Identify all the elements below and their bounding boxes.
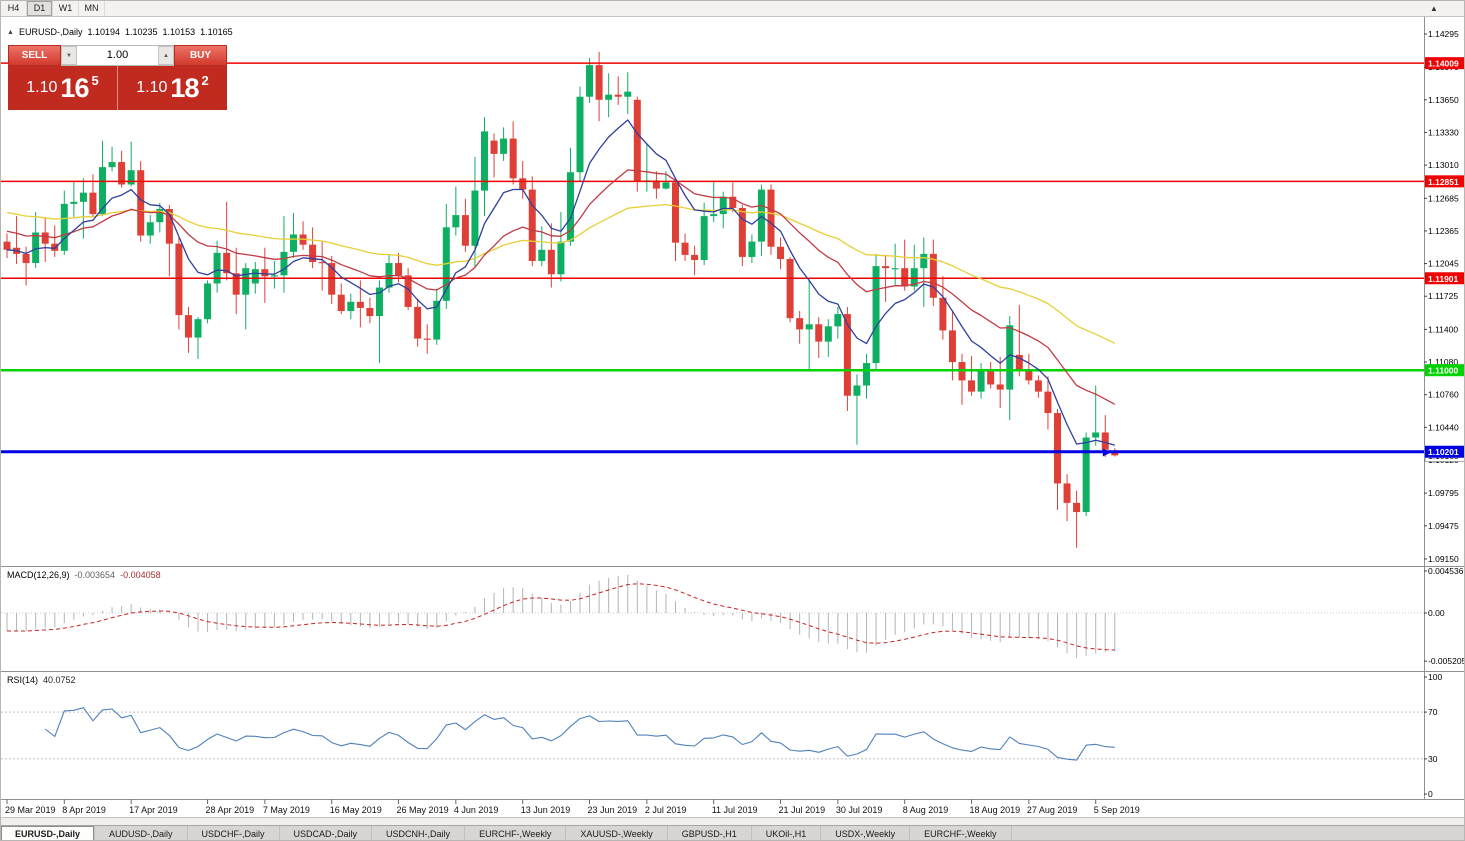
- svg-text:1.12365: 1.12365: [1428, 226, 1459, 236]
- svg-text:-0.005205: -0.005205: [1428, 656, 1465, 666]
- svg-text:1.13010: 1.13010: [1428, 160, 1459, 170]
- chart-shift-marker-icon[interactable]: ▲: [1430, 4, 1438, 13]
- svg-text:11 Jul 2019: 11 Jul 2019: [712, 805, 758, 815]
- chart-tab-eurchf-weekly[interactable]: EURCHF-,Weekly: [910, 826, 1012, 840]
- svg-text:1.11000: 1.11000: [1428, 366, 1459, 376]
- svg-text:1.14295: 1.14295: [1428, 29, 1459, 39]
- ohlc-low: 1.10153: [162, 27, 196, 37]
- buy-price-big-digits: 18: [170, 72, 199, 103]
- ohlc-open: 1.10194: [87, 27, 120, 37]
- timeframe-toolbar: H4 D1 W1 MN ▲: [1, 1, 1464, 17]
- chevron-up-icon: ▲: [163, 52, 169, 59]
- macd-indicator-label: MACD(12,26,9) -0.003654 -0.004058: [7, 570, 161, 580]
- one-click-trading-panel: SELL ▼ 1.00 ▲ BUY 1.10 16 5 1.10 18 2: [8, 45, 227, 110]
- sell-price-display[interactable]: 1.10 16 5: [8, 66, 118, 110]
- svg-text:1.11400: 1.11400: [1428, 324, 1458, 334]
- macd-main-value: -0.003654: [74, 570, 116, 580]
- svg-text:17 Apr 2019: 17 Apr 2019: [129, 805, 178, 815]
- volume-input[interactable]: 1.00: [106, 49, 129, 61]
- chevron-down-icon: ▼: [66, 52, 72, 59]
- chart-tab-usdcad-daily[interactable]: USDCAD-,Daily: [280, 826, 373, 840]
- chart-tab-usdx-weekly[interactable]: USDX-,Weekly: [821, 826, 911, 840]
- status-strip: [1, 817, 1464, 825]
- macd-signal-value: -0.004058: [120, 570, 161, 580]
- chart-ohlc-title: ▲ EURUSD-,Daily 1.10194 1.10235 1.10153 …: [7, 27, 233, 37]
- period-buttons: H4 D1 W1 MN: [1, 1, 105, 16]
- sell-price-big-digits: 16: [60, 72, 89, 103]
- svg-text:0.004536: 0.004536: [1428, 566, 1464, 576]
- svg-text:0: 0: [1428, 789, 1433, 799]
- svg-text:8 Apr 2019: 8 Apr 2019: [62, 805, 106, 815]
- svg-text:100: 100: [1428, 672, 1442, 682]
- svg-text:70: 70: [1428, 707, 1438, 717]
- macd-name: MACD(12,26,9): [7, 570, 70, 580]
- svg-text:0.00: 0.00: [1428, 608, 1445, 618]
- svg-text:16 May 2019: 16 May 2019: [330, 805, 382, 815]
- svg-text:23 Jun 2019: 23 Jun 2019: [588, 805, 638, 815]
- svg-text:1.11901: 1.11901: [1428, 274, 1459, 284]
- svg-text:2 Jul 2019: 2 Jul 2019: [645, 805, 687, 815]
- svg-text:5 Sep 2019: 5 Sep 2019: [1094, 805, 1140, 815]
- buy-price-main: 1.10: [136, 79, 168, 96]
- svg-text:28 Apr 2019: 28 Apr 2019: [206, 805, 255, 815]
- svg-text:8 Aug 2019: 8 Aug 2019: [903, 805, 949, 815]
- svg-text:30: 30: [1428, 754, 1438, 764]
- period-button-w1[interactable]: W1: [53, 1, 79, 16]
- svg-text:4 Jun 2019: 4 Jun 2019: [454, 805, 499, 815]
- chart-tab-audusd-daily[interactable]: AUDUSD-,Daily: [95, 826, 188, 840]
- svg-text:30 Jul 2019: 30 Jul 2019: [836, 805, 883, 815]
- sell-price-main: 1.10: [26, 79, 58, 96]
- svg-text:1.12045: 1.12045: [1428, 259, 1459, 269]
- svg-text:27 Aug 2019: 27 Aug 2019: [1027, 805, 1078, 815]
- svg-text:26 May 2019: 26 May 2019: [397, 805, 449, 815]
- chart-tab-gbpusd-h1[interactable]: GBPUSD-,H1: [668, 826, 752, 840]
- buy-price-display[interactable]: 1.10 18 2: [118, 66, 227, 110]
- svg-text:1.14009: 1.14009: [1428, 59, 1459, 69]
- volume-decrease-button[interactable]: ▼: [61, 46, 77, 65]
- chart-tab-usdchf-daily[interactable]: USDCHF-,Daily: [188, 826, 280, 840]
- svg-text:1.12851: 1.12851: [1428, 177, 1459, 187]
- volume-increase-button[interactable]: ▲: [158, 46, 174, 65]
- svg-text:1.10440: 1.10440: [1428, 422, 1459, 432]
- chart-symbol-label: EURUSD-,Daily: [18, 27, 83, 37]
- svg-text:29 Mar 2019: 29 Mar 2019: [5, 805, 56, 815]
- chart-tab-eurchf-weekly[interactable]: EURCHF-,Weekly: [465, 826, 567, 840]
- buy-button[interactable]: BUY: [174, 45, 227, 66]
- svg-text:1.09795: 1.09795: [1428, 488, 1459, 498]
- rsi-value: 40.0752: [43, 675, 76, 685]
- buy-price-pipette: 2: [201, 72, 209, 88]
- svg-text:1.10201: 1.10201: [1428, 447, 1459, 457]
- chart-tab-ukoil-h1[interactable]: UKOil-,H1: [752, 826, 822, 840]
- ohlc-close: 1.10165: [200, 27, 233, 37]
- svg-text:21 Jul 2019: 21 Jul 2019: [779, 805, 826, 815]
- one-click-collapse-icon[interactable]: ▲: [7, 28, 14, 36]
- ohlc-high: 1.10235: [125, 27, 158, 37]
- svg-text:7 May 2019: 7 May 2019: [263, 805, 310, 815]
- chart-tab-xauusd-weekly[interactable]: XAUUSD-,Weekly: [566, 826, 668, 840]
- period-button-d1[interactable]: D1: [27, 1, 53, 16]
- svg-text:1.09150: 1.09150: [1428, 554, 1459, 564]
- svg-text:1.09475: 1.09475: [1428, 521, 1459, 531]
- volume-control: ▼ 1.00 ▲: [61, 45, 174, 66]
- svg-text:1.13330: 1.13330: [1428, 127, 1459, 137]
- svg-text:1.11725: 1.11725: [1428, 291, 1458, 301]
- svg-text:1.11080: 1.11080: [1428, 357, 1458, 367]
- svg-text:1.13650: 1.13650: [1428, 95, 1459, 105]
- period-button-h4[interactable]: H4: [1, 1, 27, 16]
- chart-tab-eurusd-daily[interactable]: EURUSD-,Daily: [1, 826, 96, 840]
- chart-tab-usdcnh-daily[interactable]: USDCNH-,Daily: [372, 826, 466, 840]
- chart-tab-bar: EURUSD-,Daily AUDUSD-,Daily USDCHF-,Daily U…: [1, 825, 1464, 840]
- svg-text:13 Jun 2019: 13 Jun 2019: [521, 805, 571, 815]
- svg-text:1.12685: 1.12685: [1428, 193, 1459, 203]
- sell-price-pipette: 5: [91, 72, 99, 88]
- rsi-indicator-label: RSI(14) 40.0752: [7, 675, 76, 685]
- sell-button[interactable]: SELL: [8, 45, 61, 66]
- svg-text:18 Aug 2019: 18 Aug 2019: [970, 805, 1021, 815]
- period-button-mn[interactable]: MN: [79, 1, 105, 16]
- svg-text:1.10760: 1.10760: [1428, 390, 1459, 400]
- rsi-name: RSI(14): [7, 675, 39, 685]
